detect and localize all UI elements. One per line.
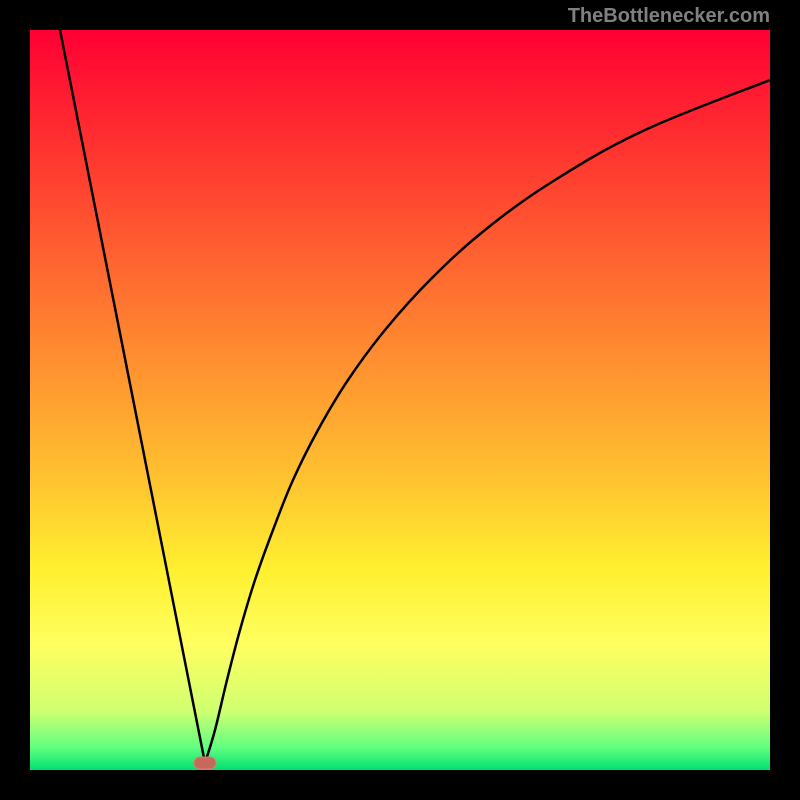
chart-container: [30, 30, 770, 770]
watermark-text: TheBottlenecker.com: [568, 5, 770, 28]
gradient-background: [30, 30, 770, 770]
minimum-marker: [194, 757, 216, 769]
chart-svg: [30, 30, 770, 770]
